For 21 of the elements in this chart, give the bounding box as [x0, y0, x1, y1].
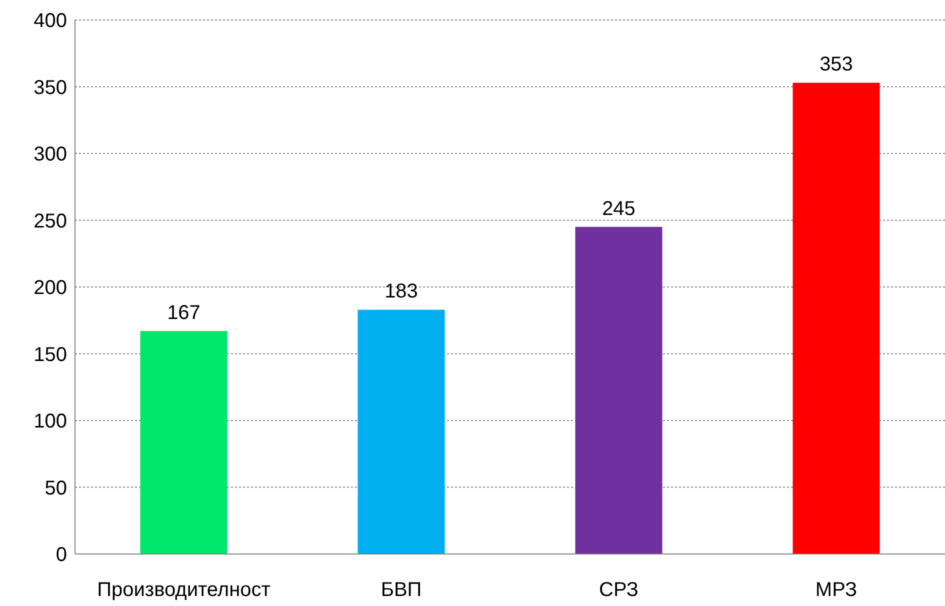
- data-label: 167: [167, 302, 200, 324]
- y-tick-label: 300: [34, 144, 67, 166]
- y-tick-label: 400: [34, 10, 67, 32]
- data-label: 183: [384, 280, 418, 303]
- x-tick-label: Производителност: [97, 579, 270, 602]
- y-tick-label: 200: [34, 277, 67, 300]
- y-tick-label: 100: [34, 410, 67, 433]
- y-tick-label: 0: [56, 544, 67, 566]
- bar: [575, 226, 662, 554]
- bar: [358, 310, 445, 554]
- data-label: 353: [820, 54, 853, 76]
- x-tick-label: МРЗ: [815, 579, 858, 602]
- bar: [792, 82, 880, 554]
- x-tick-label: БВП: [380, 579, 422, 602]
- x-tick-label: СРЗ: [599, 579, 638, 602]
- y-tick-label: 250: [34, 210, 67, 232]
- y-tick-label: 150: [34, 344, 67, 366]
- y-tick-label: 50: [44, 477, 67, 500]
- y-tick-label: 350: [34, 76, 67, 99]
- data-label: 245: [602, 198, 636, 220]
- bar: [140, 331, 228, 554]
